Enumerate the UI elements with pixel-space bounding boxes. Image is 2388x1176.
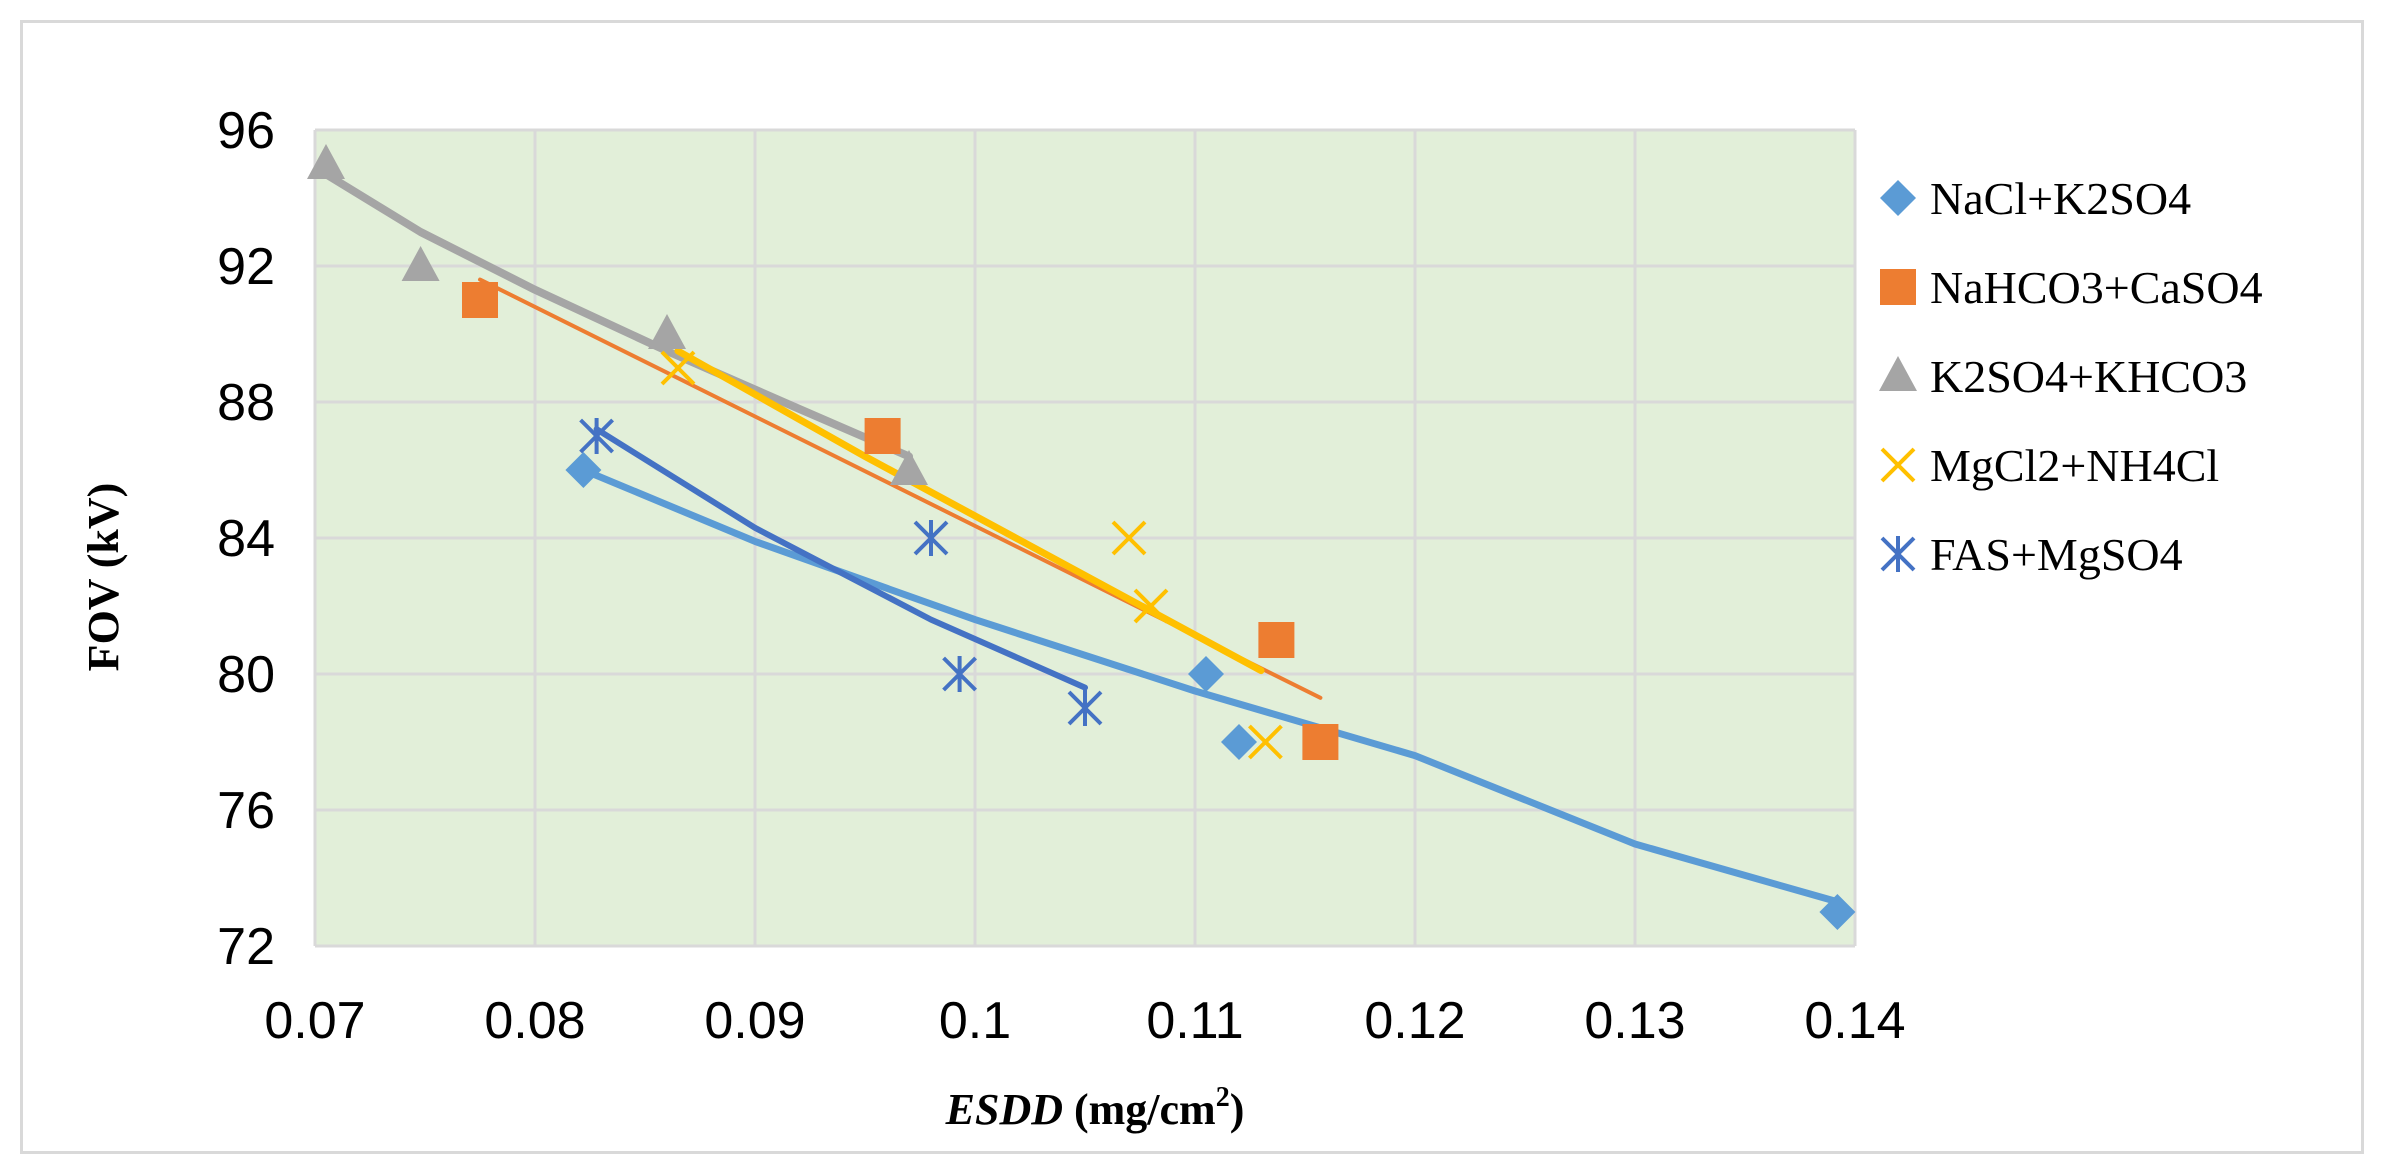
data-point-FAS+MgSO4 [913,520,949,556]
y-tick-label: 72 [217,918,275,976]
data-point-NaCl+K2SO4 [1221,724,1257,760]
legend-label: K2SO4+KHCO3 [1930,351,2247,402]
x-axis-title-esdd: ESDD [945,1085,1063,1134]
data-point-K2SO4+KHCO3 [890,450,928,485]
legend-marker-K2SO4+KHCO3 [1879,356,1917,391]
data-point-NaHCO3+CaSO4 [864,418,901,454]
data-point-K2SO4+KHCO3 [307,144,345,179]
x-tick-label: 0.12 [1364,992,1465,1050]
legend: NaCl+K2SO4 NaHCO3+CaSO4 K2SO4+KHCO3 MgCl2+N… [1879,173,2263,580]
x-axis-title: ESDD (mg/cm2) [945,1082,1245,1134]
legend-marker-FAS+MgSO4 [1880,536,1916,572]
y-tick-label: 92 [217,238,275,296]
x-tick-label: 0.13 [1584,992,1685,1050]
x-tick-label: 0.1 [939,992,1011,1050]
data-point-NaHCO3+CaSO4 [1302,724,1339,760]
legend-label: MgCl2+NH4Cl [1930,440,2219,491]
y-axis-ticks: 72 76 80 84 88 92 96 [217,102,275,976]
x-axis-title-units: (mg/cm [1063,1085,1216,1134]
gridlines [313,128,1857,948]
data-point-MgCl2+NH4Cl [1111,520,1147,556]
chart-frame [20,20,2364,1154]
x-tick-label: 0.14 [1804,992,1905,1050]
data-point-FAS+MgSO4 [1067,690,1103,726]
x-axis-title-close: ) [1230,1085,1245,1134]
legend-marker-NaHCO3+CaSO4 [1880,269,1916,305]
x-tick-label: 0.09 [704,992,805,1050]
legend-label: NaHCO3+CaSO4 [1930,262,2263,313]
trendline-FAS+MgSO4 [593,426,1088,691]
data-point-K2SO4+KHCO3 [401,246,440,281]
x-axis-ticks: 0.07 0.08 0.09 0.1 0.11 0.12 0.13 0.14 [264,992,1905,1050]
data-points [307,144,1856,930]
trendlines [322,170,1841,906]
legend-marker-MgCl2+NH4Cl [1880,447,1916,483]
y-tick-label: 76 [217,782,275,840]
y-axis-title: FOV (kV) [79,483,128,672]
y-tick-label: 88 [217,374,275,432]
legend-label: FAS+MgSO4 [1930,529,2183,580]
x-axis-title-superscript: 2 [1216,1082,1230,1113]
x-tick-label: 0.11 [1146,992,1243,1050]
y-tick-label: 96 [217,102,275,160]
trendline-K2SO4+KHCO3 [322,170,913,461]
trendline-MgCl2+NH4Cl [674,347,1265,675]
data-point-FAS+MgSO4 [942,656,978,692]
x-tick-label: 0.07 [264,992,365,1050]
data-point-NaCl+K2SO4 [1188,656,1224,692]
y-tick-label: 84 [217,510,275,568]
data-point-NaCl+K2SO4 [1819,894,1856,930]
legend-marker-NaCl+K2SO4 [1880,180,1916,216]
data-point-FAS+MgSO4 [579,418,615,454]
data-point-NaCl+K2SO4 [565,452,602,488]
data-point-NaHCO3+CaSO4 [1258,622,1295,658]
data-point-NaHCO3+CaSO4 [462,282,498,318]
x-tick-label: 0.08 [484,992,585,1050]
data-point-MgCl2+NH4Cl [1247,724,1283,760]
data-point-MgCl2+NH4Cl [1133,588,1169,624]
y-tick-label: 80 [217,646,275,704]
legend-label: NaCl+K2SO4 [1930,173,2191,224]
data-point-MgCl2+NH4Cl [660,350,696,386]
trendline-NaCl+K2SO4 [579,466,1841,906]
data-point-K2SO4+KHCO3 [648,314,686,349]
